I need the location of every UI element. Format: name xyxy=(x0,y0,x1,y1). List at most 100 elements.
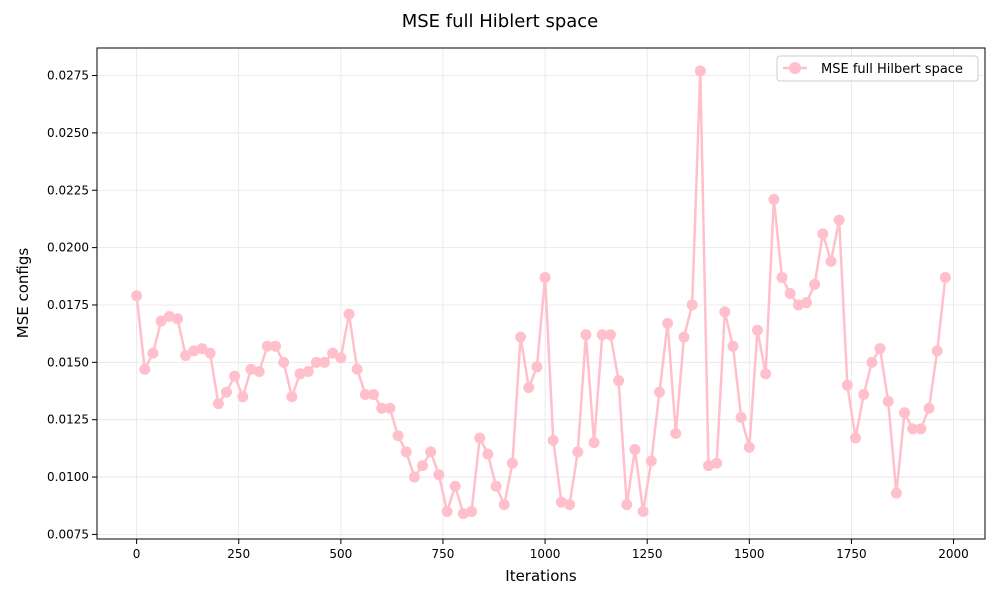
data-point xyxy=(253,366,265,378)
data-point xyxy=(858,388,870,400)
data-point xyxy=(686,299,698,311)
data-point xyxy=(768,193,780,205)
data-point xyxy=(376,402,388,414)
y-axis-label: MSE configs xyxy=(14,248,32,339)
data-point xyxy=(899,407,911,419)
data-point xyxy=(825,255,837,267)
data-point xyxy=(327,347,339,359)
data-point xyxy=(711,457,723,469)
data-point xyxy=(735,411,747,423)
data-point xyxy=(351,363,363,375)
data-point xyxy=(662,317,674,329)
data-point xyxy=(482,448,494,460)
data-point xyxy=(515,331,527,343)
data-point xyxy=(817,228,829,240)
series-layer xyxy=(131,65,951,520)
data-point xyxy=(147,347,159,359)
data-point xyxy=(931,345,943,357)
axis-ticks: 0 250 500 750 1000 1250 1500 1750 2000 0.0075 0.01… xyxy=(47,69,969,561)
x-tick-label: 1000 xyxy=(530,547,561,561)
data-point xyxy=(564,499,576,511)
legend-label: MSE full Hilbert space xyxy=(821,62,963,77)
data-point xyxy=(809,278,821,290)
data-point xyxy=(310,356,322,368)
data-point xyxy=(384,402,396,414)
data-point xyxy=(923,402,935,414)
grid xyxy=(97,48,985,539)
data-point xyxy=(302,366,314,378)
y-tick-label: 0.0200 xyxy=(47,241,89,255)
data-point xyxy=(212,398,224,410)
data-point xyxy=(719,306,731,318)
data-point xyxy=(286,391,298,403)
data-point xyxy=(547,434,559,446)
data-point xyxy=(523,382,535,394)
data-point xyxy=(727,340,739,352)
data-point xyxy=(890,487,902,499)
data-point xyxy=(237,391,249,403)
data-point xyxy=(572,446,584,458)
data-point xyxy=(425,446,437,458)
x-tick-label: 750 xyxy=(432,547,455,561)
data-point xyxy=(196,343,208,355)
x-tick-label: 1250 xyxy=(632,547,663,561)
data-point xyxy=(278,356,290,368)
data-point xyxy=(939,271,951,283)
data-point xyxy=(220,386,232,398)
x-tick-label: 1750 xyxy=(836,547,867,561)
data-point xyxy=(743,441,755,453)
data-point xyxy=(580,329,592,341)
data-point xyxy=(751,324,763,336)
data-point xyxy=(335,352,347,364)
data-point xyxy=(449,480,461,492)
data-point xyxy=(645,455,657,467)
y-tick-label: 0.0150 xyxy=(47,355,89,369)
data-point xyxy=(490,480,502,492)
data-point xyxy=(433,469,445,481)
data-point xyxy=(670,427,682,439)
data-point xyxy=(180,349,192,361)
y-tick-label: 0.0125 xyxy=(47,413,89,427)
data-point xyxy=(229,370,241,382)
y-tick-label: 0.0175 xyxy=(47,298,89,312)
data-point xyxy=(850,432,862,444)
data-point xyxy=(653,386,665,398)
plot-area xyxy=(96,47,986,540)
data-point xyxy=(588,437,600,449)
data-point xyxy=(907,423,919,435)
data-point xyxy=(408,471,420,483)
data-point xyxy=(801,297,813,309)
data-point xyxy=(466,505,478,517)
data-point xyxy=(596,329,608,341)
data-point xyxy=(343,308,355,320)
y-tick-label: 0.0075 xyxy=(47,527,89,541)
data-point xyxy=(604,329,616,341)
x-tick-label: 500 xyxy=(329,547,352,561)
data-point xyxy=(155,315,167,327)
x-tick-label: 1500 xyxy=(734,547,765,561)
data-point xyxy=(531,361,543,373)
legend-box xyxy=(776,55,979,82)
y-tick-label: 0.0275 xyxy=(47,69,89,83)
data-point xyxy=(915,423,927,435)
y-tick-label: 0.0250 xyxy=(47,126,89,140)
y-tick-label: 0.0100 xyxy=(47,470,89,484)
data-point xyxy=(694,65,706,77)
data-point xyxy=(841,379,853,391)
data-point xyxy=(319,356,331,368)
x-axis-label: Iterations xyxy=(505,567,577,585)
data-point xyxy=(474,432,486,444)
data-point xyxy=(833,214,845,226)
data-point xyxy=(139,363,151,375)
data-point xyxy=(171,313,183,325)
data-point xyxy=(539,271,551,283)
data-point xyxy=(441,505,453,517)
data-point xyxy=(400,446,412,458)
legend-marker xyxy=(789,62,801,74)
y-tick-label: 0.0225 xyxy=(47,183,89,197)
data-point xyxy=(613,375,625,387)
x-tick-label: 0 xyxy=(133,547,141,561)
data-point xyxy=(866,356,878,368)
data-point xyxy=(392,430,404,442)
data-point xyxy=(269,340,281,352)
